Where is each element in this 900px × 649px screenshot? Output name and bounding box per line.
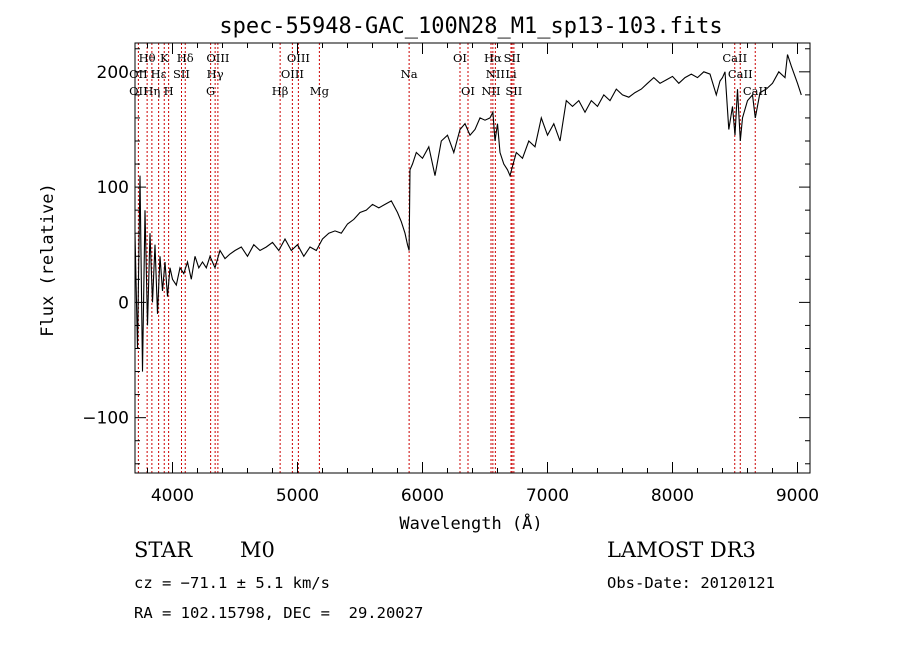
obs-date-text: Obs-Date: 20120121: [607, 574, 775, 592]
spectral-line-label: SII: [173, 67, 190, 81]
spectral-line-label: NII: [481, 84, 500, 98]
x-tick-label: 7000: [526, 486, 569, 506]
spectral-line-label: Hδ: [177, 51, 194, 65]
axis-ticks: 4000 5000 6000 7000 8000 9000 −100 0 100 200: [82, 43, 819, 506]
spectral-line-label: Hβ: [272, 84, 289, 98]
chart-title: spec-55948-GAC_100N28_M1_sp13-103.fits: [219, 14, 722, 39]
plot-frame: [134, 42, 811, 474]
spectral-line-label: OIII: [287, 51, 310, 65]
x-tick-label: 8000: [651, 486, 694, 506]
x-axis-label: Wavelength (Å): [399, 512, 542, 534]
spectral-line-label: Na: [401, 67, 418, 81]
x-tick-label: 5000: [276, 486, 319, 506]
spectral-line-label: OI: [453, 51, 467, 65]
spectral-line-label: Hθ: [139, 51, 156, 65]
spectral-line-label: OII: [129, 67, 148, 81]
spectrum-line: [134, 54, 802, 372]
spectral-line-label: OIII: [206, 51, 229, 65]
y-tick-label: 100: [97, 178, 129, 198]
x-tick-label: 4000: [151, 486, 194, 506]
spectral-line-label: OIII: [281, 67, 304, 81]
object-class: STAR: [134, 538, 193, 562]
y-tick-label: 0: [118, 293, 129, 313]
y-tick-label: 200: [97, 63, 129, 83]
spectral-line-label: Hε: [151, 67, 167, 81]
spectral-line-label: SII: [504, 51, 521, 65]
survey-label: LAMOST DR3: [607, 538, 756, 562]
spectral-line-label: OI: [461, 84, 475, 98]
spectral-line-label: G: [206, 84, 215, 98]
y-axis-label: Flux (relative): [38, 183, 58, 337]
spectral-line-label: CaII: [743, 84, 768, 98]
x-tick-label: 6000: [401, 486, 444, 506]
spectral-line-label: Hγ: [207, 67, 224, 81]
spectral-line-label: CaII: [722, 51, 747, 65]
spectral-line-label: H: [164, 84, 174, 98]
y-tick-label: −100: [82, 409, 129, 429]
spectral-line-label: Mg: [310, 84, 330, 98]
object-subclass: M0: [240, 538, 275, 562]
coordinates-text: RA = 102.15798, DEC = 29.20027: [134, 604, 424, 622]
spectral-line-label: K: [160, 51, 169, 65]
spectral-line-markers: [137, 43, 756, 473]
spectral-line-label: SII: [505, 84, 522, 98]
spectral-line-label: NII: [486, 67, 505, 81]
spectral-line-label: Li: [505, 67, 517, 81]
x-tick-label: 9000: [776, 486, 819, 506]
redshift-text: cz = −71.1 ± 5.1 km/s: [134, 574, 330, 592]
spectral-line-label: Hη: [143, 84, 160, 98]
spectral-line-label: Hα: [484, 51, 502, 65]
spectral-line-label: OII: [129, 84, 148, 98]
spectral-line-label: CaII: [728, 67, 753, 81]
